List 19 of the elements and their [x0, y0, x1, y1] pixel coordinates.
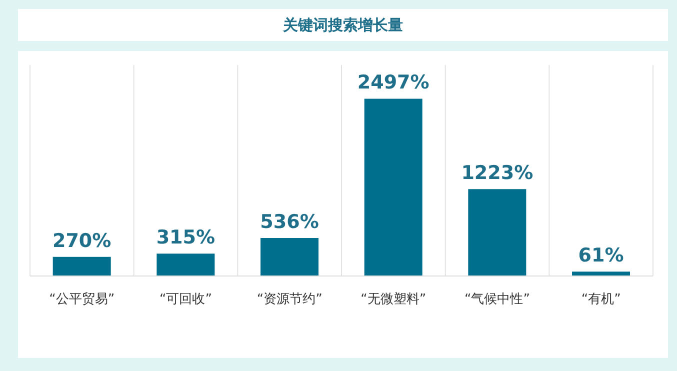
bar — [260, 238, 319, 276]
x-tick-label: “公平贸易” — [49, 292, 115, 308]
data-label: 270% — [52, 230, 112, 252]
data-label: 315% — [156, 226, 216, 249]
data-label: 1223% — [461, 162, 534, 184]
x-tick-label: “有机” — [581, 292, 621, 308]
data-label: 2497% — [357, 72, 430, 94]
bar — [572, 272, 630, 276]
x-tick-label: “可回收” — [160, 292, 212, 308]
data-label: 61% — [578, 244, 624, 267]
bar — [156, 254, 215, 276]
bar — [52, 256, 111, 276]
bar — [364, 98, 422, 276]
bar — [468, 189, 526, 276]
x-tick-label: “无微塑料” — [360, 291, 426, 308]
x-tick-label: “资源节约” — [256, 292, 322, 308]
x-tick-label: “气候中性” — [464, 292, 530, 308]
data-label: 536% — [260, 210, 319, 233]
chart-title: 关键词搜索增长量 — [18, 9, 668, 41]
